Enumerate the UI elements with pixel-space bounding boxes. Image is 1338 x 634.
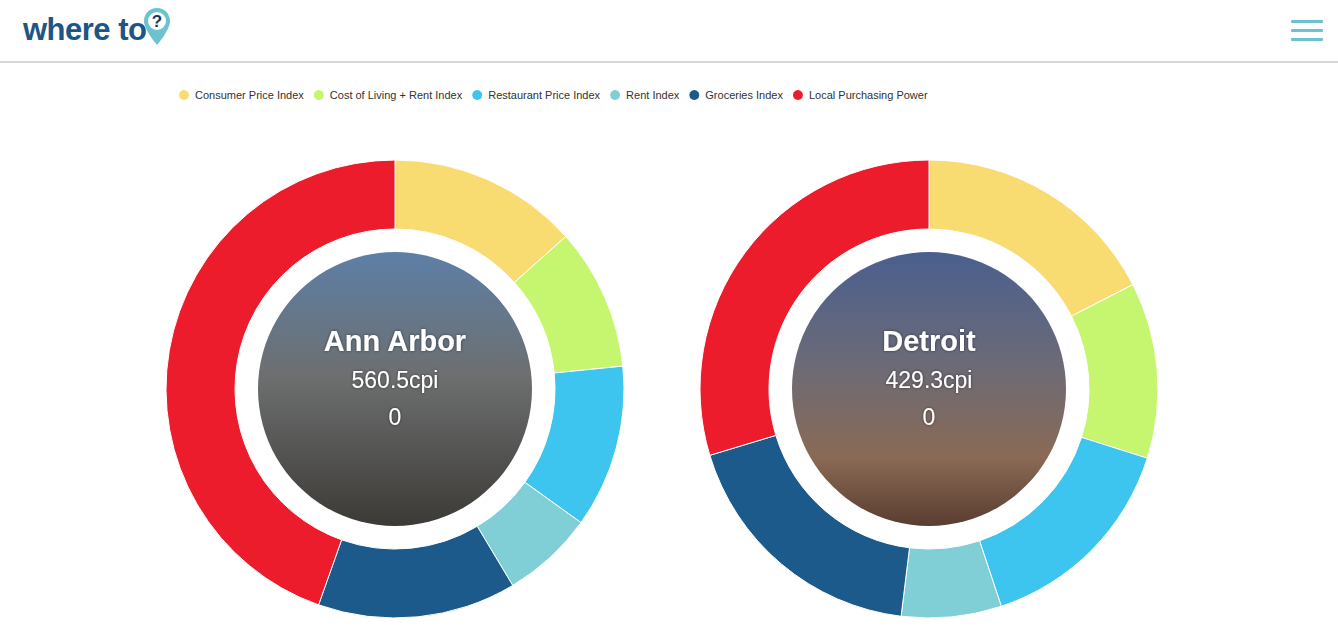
svg-text:Groceries Index: Groceries Index <box>705 89 783 101</box>
svg-text:Ann Arbor: Ann Arbor <box>324 325 466 357</box>
svg-text:Consumer Price Index: Consumer Price Index <box>195 89 304 101</box>
svg-text:0: 0 <box>389 404 402 430</box>
svg-text:Detroit: Detroit <box>882 325 976 357</box>
svg-text:Restaurant Price Index: Restaurant Price Index <box>488 89 600 101</box>
svg-text:?: ? <box>152 12 162 31</box>
html-text:where to: where to <box>23 12 147 47</box>
svg-text:560.5cpi: 560.5cpi <box>352 367 439 393</box>
svg-text:Cost of Living + Rent Index: Cost of Living + Rent Index <box>330 89 463 101</box>
svg-text:Rent Index: Rent Index <box>626 89 680 101</box>
svg-text:0: 0 <box>923 404 936 430</box>
svg-text:429.3cpi: 429.3cpi <box>886 367 973 393</box>
svg-text:Local Purchasing Power: Local Purchasing Power <box>809 89 928 101</box>
